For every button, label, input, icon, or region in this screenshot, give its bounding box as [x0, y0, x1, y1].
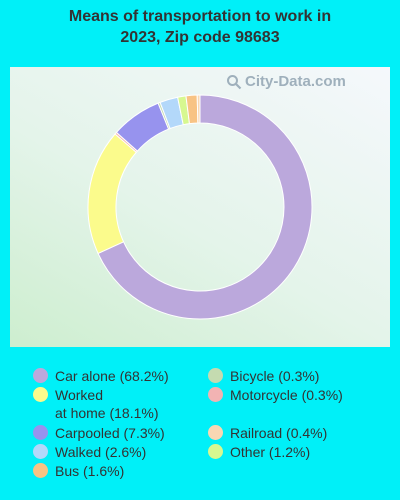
legend-item-bus: Bus (1.6%) — [33, 462, 124, 480]
legend-swatch — [208, 444, 223, 459]
legend-item-other: Other (1.2%) — [208, 443, 310, 461]
slice-railroad — [196, 94, 201, 124]
legend-label: Bus (1.6%) — [55, 463, 125, 479]
legend-label: Motorcycle (0.3%) — [230, 387, 343, 403]
legend-label: Railroad (0.4%) — [230, 425, 328, 441]
legend-swatch — [33, 463, 48, 478]
chart-title-line: Means of transportation to work in — [68, 8, 332, 25]
legend-label: Other (1.2%) — [230, 444, 311, 460]
legend-label: Carpooled (7.3%) — [55, 425, 165, 441]
legend-swatch — [33, 425, 48, 440]
legend-item-motorcycle: Motorcycle (0.3%) — [208, 386, 343, 404]
legend-item-car-alone: Car alone (68.2%) — [33, 367, 169, 385]
legend-item-railroad: Railroad (0.4%) — [208, 424, 327, 442]
search-icon — [227, 74, 242, 89]
legend-swatch — [33, 444, 48, 459]
chart-title: Means of transportation to work in 2023,… — [0, 6, 400, 48]
legend-item-bicycle: Bicycle (0.3%) — [208, 367, 319, 385]
legend-label: Walked (2.6%) — [55, 444, 147, 460]
legend-item-walked: Walked (2.6%) — [33, 443, 146, 461]
legend-swatch — [33, 368, 48, 383]
legend-item-carpooled: Carpooled (7.3%) — [33, 424, 165, 442]
donut-chart — [87, 94, 313, 320]
watermark: City-Data.com — [226, 73, 346, 90]
legend-label: Worked at home (18.1%) — [55, 387, 159, 421]
watermark-text: City-Data.com — [245, 73, 346, 90]
slice-car-alone — [97, 94, 313, 320]
legend-item-worked-at-home: Worked at home (18.1%) — [33, 386, 159, 422]
legend-label: Bicycle (0.3%) — [230, 368, 320, 384]
slice-worked-at-home — [87, 133, 138, 255]
legend-label: Car alone (68.2%) — [55, 368, 169, 384]
legend-swatch — [208, 425, 223, 440]
legend-swatch — [208, 387, 223, 402]
legend-swatch — [33, 387, 48, 402]
chart-title-line: 2023, Zip code 98683 — [120, 29, 280, 46]
legend-swatch — [208, 368, 223, 383]
